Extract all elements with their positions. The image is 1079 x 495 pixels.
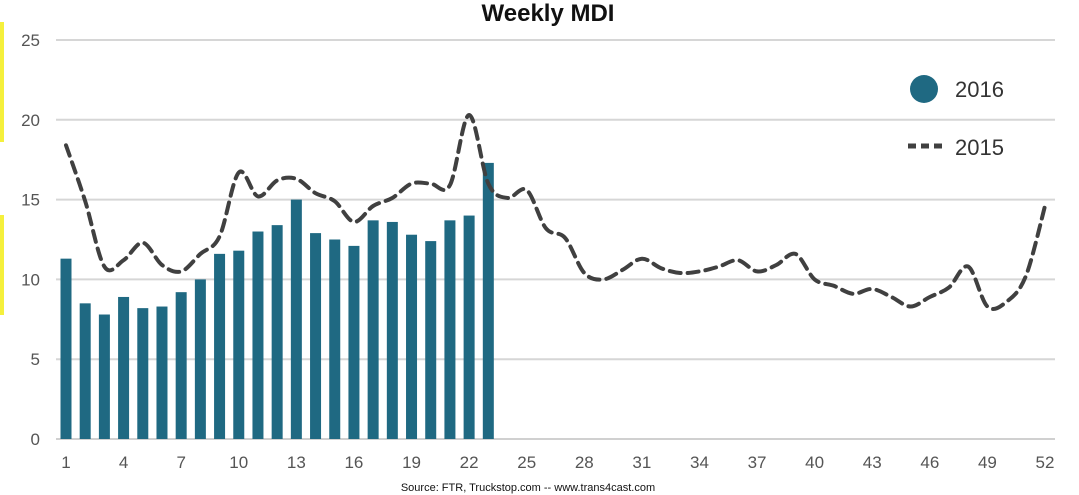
chart-title: Weekly MDI xyxy=(482,0,615,27)
bar-2016 xyxy=(463,215,475,439)
x-tick-label: 4 xyxy=(119,453,128,472)
x-tick-label: 19 xyxy=(402,453,421,472)
x-tick-label: 49 xyxy=(978,453,997,472)
y-axis-ticks: 0 5 10 15 20 25 xyxy=(21,31,40,449)
legend-2016-label: 2016 xyxy=(955,77,1004,102)
bar-2016 xyxy=(98,314,110,439)
y-tick-label: 0 xyxy=(31,430,40,449)
bar-2016 xyxy=(79,303,91,439)
x-tick-label: 43 xyxy=(863,453,882,472)
legend-2016-marker xyxy=(910,75,938,103)
bar-2016 xyxy=(367,220,379,439)
bar-2016 xyxy=(444,220,456,439)
series-2015-line xyxy=(64,112,1047,311)
bar-2016 xyxy=(406,234,418,439)
source-note: Source: FTR, Truckstop.com -- www.trans4… xyxy=(401,482,655,494)
bar-2016 xyxy=(271,225,283,439)
bar-2016 xyxy=(175,292,187,439)
y-tick-label: 10 xyxy=(21,270,40,289)
x-tick-label: 13 xyxy=(287,453,306,472)
bar-2016 xyxy=(310,233,322,439)
left-edge-highlight xyxy=(0,215,4,315)
x-tick-label: 34 xyxy=(690,453,709,472)
legend-2015-label: 2015 xyxy=(955,135,1004,160)
x-tick-label: 7 xyxy=(176,453,185,472)
bar-2016 xyxy=(194,279,206,439)
x-tick-label: 25 xyxy=(517,453,536,472)
x-axis-ticks: 1 4 7 10 13 16 19 22 25 28 31 34 37 40 43 46 49 52 xyxy=(61,453,1054,472)
bar-2016 xyxy=(329,239,341,439)
x-tick-label: 37 xyxy=(748,453,767,472)
bar-2016 xyxy=(290,199,302,439)
legend: 2016 2015 xyxy=(908,75,1004,160)
bar-2016 xyxy=(137,308,149,439)
y-tick-label: 25 xyxy=(21,31,40,50)
x-tick-label: 1 xyxy=(61,453,70,472)
bar-2016 xyxy=(214,253,226,439)
x-tick-label: 40 xyxy=(805,453,824,472)
bar-2016 xyxy=(482,162,494,439)
left-edge-highlight xyxy=(0,22,4,142)
series-2016-bars xyxy=(60,162,494,439)
x-tick-label: 46 xyxy=(920,453,939,472)
bar-2016 xyxy=(425,241,437,439)
x-tick-label: 10 xyxy=(229,453,248,472)
bar-2016 xyxy=(60,258,72,439)
bar-2016 xyxy=(252,231,264,439)
x-tick-label: 16 xyxy=(344,453,363,472)
x-tick-label: 31 xyxy=(632,453,651,472)
bar-2016 xyxy=(118,296,130,439)
y-tick-label: 15 xyxy=(21,191,40,210)
line-2015 xyxy=(64,112,1047,311)
x-tick-label: 52 xyxy=(1036,453,1055,472)
x-tick-label: 28 xyxy=(575,453,594,472)
x-tick-label: 22 xyxy=(460,453,479,472)
bar-2016 xyxy=(233,250,245,439)
bar-2016 xyxy=(348,245,360,439)
y-tick-label: 5 xyxy=(31,350,40,369)
bar-2016 xyxy=(156,306,168,439)
bar-2016 xyxy=(386,221,398,439)
y-tick-label: 20 xyxy=(21,111,40,130)
